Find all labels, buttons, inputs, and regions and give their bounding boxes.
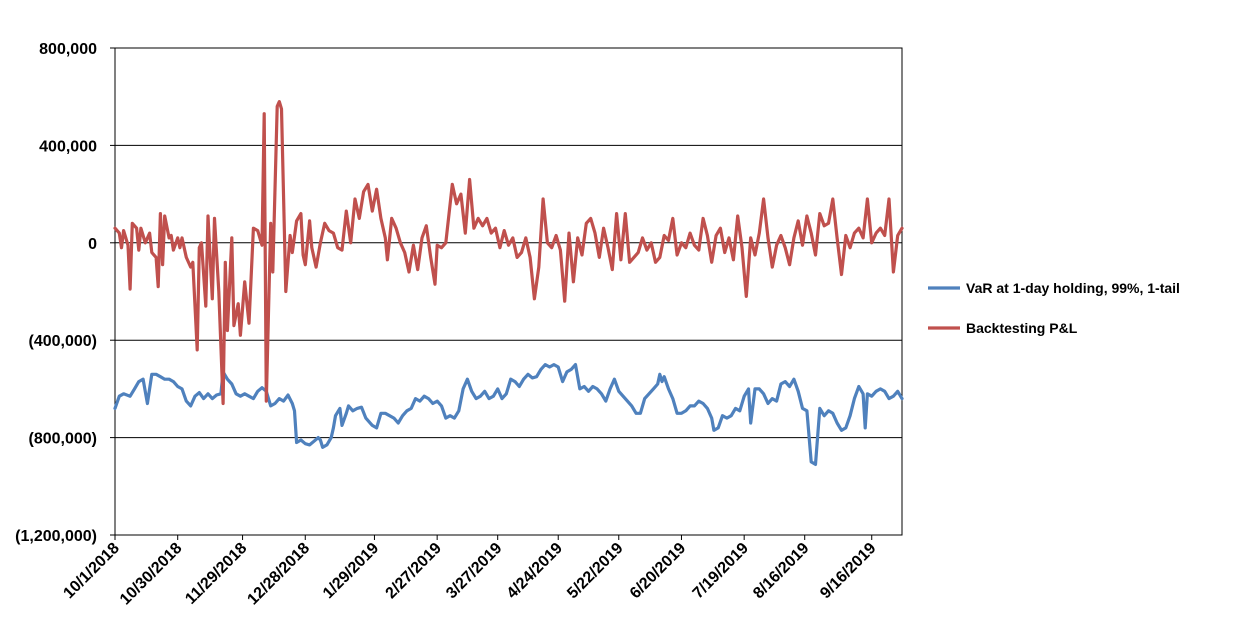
x-tick-label: 6/20/2019 — [627, 540, 689, 602]
y-tick-label: (800,000) — [29, 431, 98, 448]
var-series-line — [113, 363, 904, 466]
x-tick-label: 4/24/2019 — [504, 540, 566, 602]
legend: VaR at 1-day holding, 99%, 1-tail Backtes… — [928, 280, 1180, 336]
x-tick-label: 3/27/2019 — [443, 540, 505, 602]
x-tick-label: 2/27/2019 — [383, 540, 445, 602]
x-tick-label: 7/19/2019 — [690, 540, 752, 602]
x-tick-label: 11/29/2018 — [182, 540, 250, 608]
y-tick-label: 400,000 — [39, 138, 97, 155]
x-tick-label: 8/16/2019 — [750, 540, 812, 602]
legend-label-backtesting: Backtesting P&L — [966, 320, 1078, 336]
y-tick-label: 800,000 — [39, 41, 97, 58]
y-tick-label: (400,000) — [29, 333, 98, 350]
y-tick-label: (1,200,000) — [15, 528, 97, 545]
backtesting-pl-series-line — [113, 100, 904, 406]
x-tick-label: 9/16/2019 — [817, 540, 879, 602]
x-tick-label: 10/30/2018 — [117, 540, 186, 609]
plot-area-border — [114, 47, 903, 536]
x-tick-label: 12/28/2018 — [244, 540, 313, 609]
y-axis-tick-labels: 800,000 400,000 0 (400,000) (800,000) (1,200,… — [15, 41, 97, 545]
series-lines — [113, 100, 904, 466]
x-tick-label: 5/22/2019 — [564, 540, 626, 602]
y-tick-label: 0 — [88, 236, 97, 253]
x-tick-label: 1/29/2019 — [320, 540, 382, 602]
x-tick-label: 10/1/2018 — [60, 540, 122, 602]
legend-label-var: VaR at 1-day holding, 99%, 1-tail — [966, 280, 1180, 296]
axes — [110, 47, 903, 540]
